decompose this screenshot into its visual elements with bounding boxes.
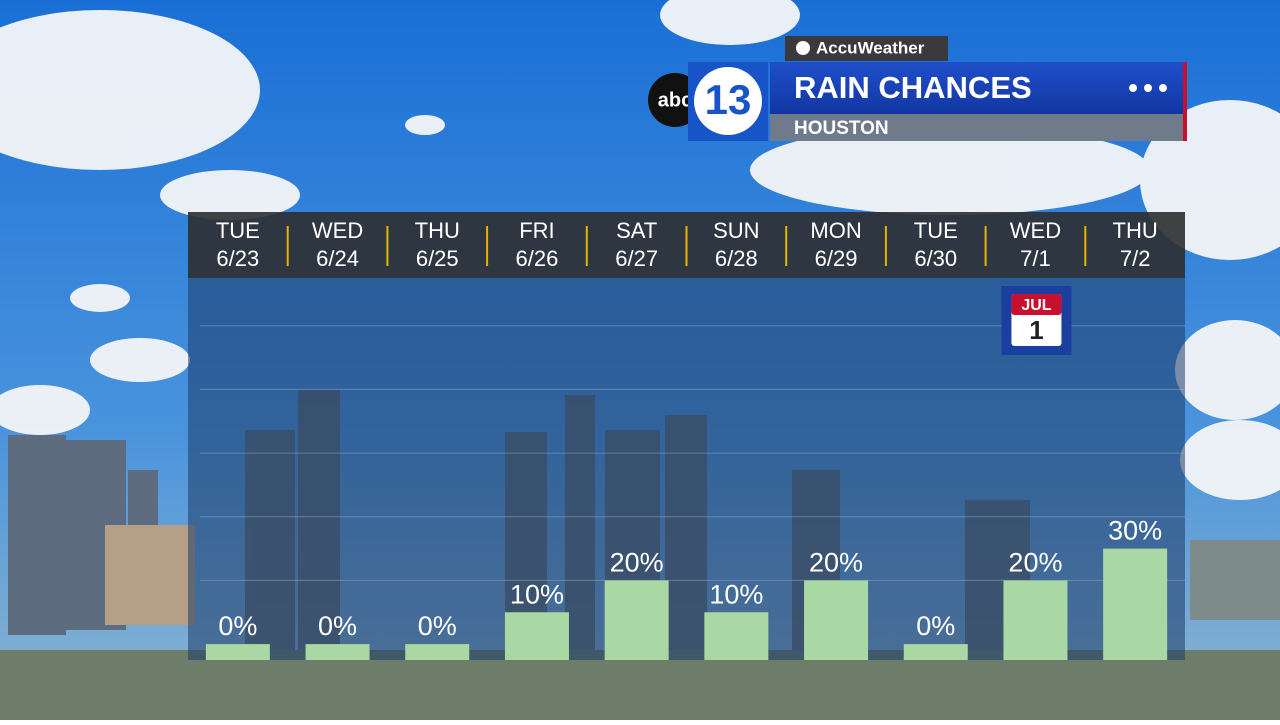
value-label: 0%: [916, 611, 955, 641]
bar: [1003, 580, 1068, 660]
ground: [0, 650, 1280, 720]
subtitle-bar: [770, 114, 1185, 141]
channel-circle: [694, 67, 762, 135]
calendar-day: 1: [1029, 315, 1043, 345]
value-label: 20%: [809, 548, 863, 578]
menu-dots: [1129, 84, 1167, 92]
skyline: [8, 435, 1280, 635]
subtitle: HOUSTON: [794, 118, 889, 139]
bar: [804, 580, 869, 660]
bar: [405, 644, 470, 660]
x-tick-label: 6/28: [715, 246, 758, 271]
weekday-label: TUE: [216, 218, 260, 243]
calendar-top: [1011, 294, 1062, 315]
weekday-label: TUE: [914, 218, 958, 243]
value-label: 0%: [318, 611, 357, 641]
bar: [305, 644, 370, 660]
bar: [205, 644, 270, 660]
x-tick-label: 6/24: [316, 246, 359, 271]
title-bar: [770, 62, 1185, 114]
bar: [604, 580, 669, 660]
weekday-label: WED: [1010, 218, 1061, 243]
x-tick-label: 6/30: [914, 246, 957, 271]
brand-icon: [796, 41, 810, 55]
value-label: 10%: [709, 579, 763, 609]
weekday-label: SUN: [713, 218, 759, 243]
brand: AccuWeather: [816, 38, 925, 57]
clouds: [0, 0, 1280, 500]
weekday-label: WED: [312, 218, 363, 243]
x-tick-label: 6/23: [216, 246, 259, 271]
bar: [504, 612, 569, 660]
channel: 13: [705, 76, 752, 123]
bar: [1103, 548, 1168, 660]
value-label: 30%: [1108, 516, 1162, 546]
value-label: 20%: [1008, 548, 1062, 578]
bar: [704, 612, 769, 660]
x-tick-label: 6/25: [416, 246, 459, 271]
x-tick-label: 7/1: [1020, 246, 1051, 271]
value-label: 10%: [510, 579, 564, 609]
value-label: 0%: [418, 611, 457, 641]
x-tick-label: 6/29: [815, 246, 858, 271]
weekday-label: MON: [810, 218, 861, 243]
x-tick-label: 7/2: [1120, 246, 1151, 271]
edge: [1183, 62, 1187, 141]
brand-tag: [785, 36, 948, 61]
bar: [903, 644, 968, 660]
x-tick-label: 6/26: [516, 246, 559, 271]
title: RAIN CHANCES: [794, 70, 1032, 105]
x-tick-label: 6/27: [615, 246, 658, 271]
weekday-label: SAT: [616, 218, 657, 243]
value-label: 20%: [610, 548, 664, 578]
weekday-label: THU: [415, 218, 460, 243]
plot: TUE6/230%WED6/240%THU6/250%FRI6/2610%SAT…: [200, 218, 1185, 660]
calendar-month: JUL: [1021, 297, 1051, 314]
value-label: 0%: [218, 611, 257, 641]
weekday-label: THU: [1113, 218, 1158, 243]
weekday-label: FRI: [519, 218, 554, 243]
network: abc: [658, 89, 692, 111]
